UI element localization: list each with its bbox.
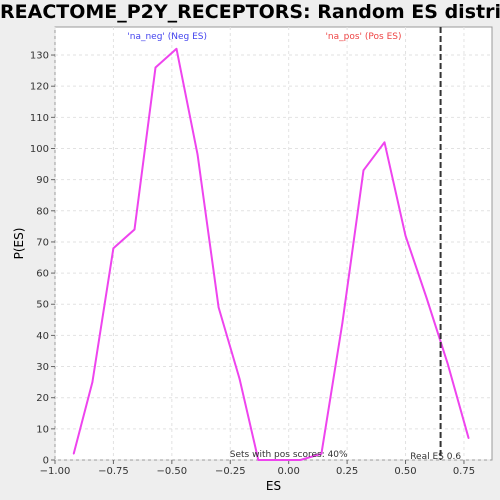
y-tick-label: 80: [36, 206, 49, 217]
data-point: [362, 169, 365, 172]
y-tick-label: 50: [36, 300, 49, 311]
y-tick-label: 70: [36, 237, 49, 248]
annotation-neg-es: 'na_neg' (Neg ES): [127, 32, 207, 42]
data-point: [320, 452, 323, 455]
x-tick-label: −0.25: [215, 466, 246, 477]
x-axis-title: ES: [266, 479, 281, 493]
data-point: [91, 381, 94, 383]
data-point: [341, 322, 344, 324]
data-point: [257, 459, 260, 461]
annotation-real-es: Real ES 0.6: [410, 452, 461, 462]
x-tick-label: 0.75: [453, 466, 475, 477]
x-tick-label: 0.50: [394, 466, 416, 477]
data-point: [133, 228, 136, 231]
y-tick-label: 100: [30, 144, 49, 155]
annotation-pos-es: 'na_pos' (Pos ES): [325, 32, 401, 42]
y-tick-label: 40: [36, 331, 49, 342]
x-tick-label: −0.50: [157, 466, 188, 477]
y-tick-label: 90: [36, 175, 49, 186]
y-tick-label: 60: [36, 269, 49, 280]
y-tick-label: 20: [36, 393, 49, 404]
data-point: [154, 66, 157, 69]
data-point: [404, 234, 407, 237]
data-point: [112, 247, 115, 249]
x-tick-label: 0.25: [336, 466, 358, 477]
data-point: [383, 141, 386, 144]
y-axis: 0 10 20 30 40 50 60 70 80 90 100 110 120 130: [30, 51, 55, 467]
chart-title: REACTOME_P2Y_RECEPTORS: Random ES distri…: [0, 1, 500, 23]
y-tick-label: 120: [30, 82, 49, 93]
series-group: [72, 47, 470, 461]
annotation-sets-pos: Sets with pos scores: 40%: [230, 450, 348, 460]
data-point: [446, 362, 449, 365]
y-tick-label: 10: [36, 424, 49, 435]
data-point: [175, 48, 178, 50]
x-tick-label: −0.75: [98, 466, 129, 477]
data-point: [72, 452, 75, 455]
y-tick-label: 110: [30, 113, 49, 124]
y-axis-title: P(ES): [12, 228, 26, 260]
y-tick-label: 130: [30, 51, 49, 62]
x-tick-label: 0.00: [278, 466, 300, 477]
x-axis: −1.00 −0.75 −0.50 −0.25 0.00 0.25 0.50 0.75: [40, 460, 475, 477]
data-point: [425, 297, 428, 299]
y-tick-label: 30: [36, 362, 49, 373]
x-tick-label: −1.00: [40, 466, 71, 477]
series-line: [72, 47, 470, 461]
data-point: [299, 459, 302, 461]
data-point: [238, 378, 241, 380]
y-tick-label: 0: [43, 456, 49, 467]
plot-area: [54, 26, 493, 461]
data-point: [278, 459, 281, 461]
data-point: [467, 437, 470, 439]
data-point: [196, 153, 199, 156]
data-point: [217, 306, 220, 309]
